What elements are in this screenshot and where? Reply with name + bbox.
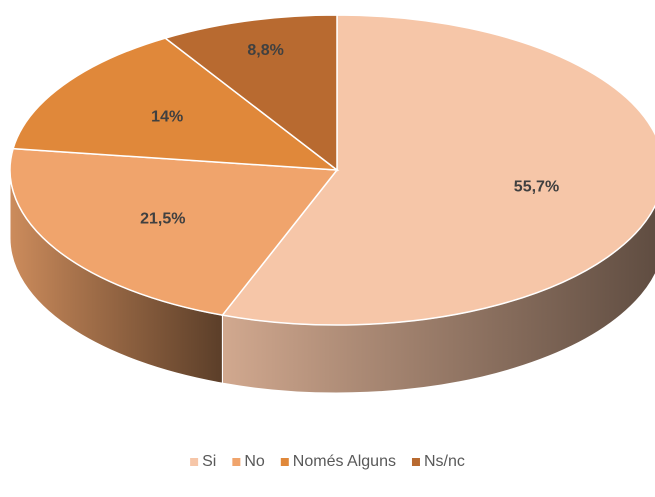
data-label: 14%: [151, 109, 183, 126]
legend-swatch: [232, 458, 241, 466]
data-label: 21,5%: [140, 210, 185, 227]
legend-label: No: [244, 453, 265, 470]
legend-label: Si: [202, 453, 216, 470]
legend-swatch: [280, 458, 289, 466]
legend-swatch: [411, 458, 420, 466]
legend-label: Només Alguns: [293, 453, 396, 470]
data-label: 55,7%: [514, 178, 559, 195]
slice: [221, 14, 655, 326]
pie-tops: [9, 14, 655, 326]
slice: [163, 14, 338, 172]
data-label: 8,8%: [247, 42, 283, 59]
legend-swatch: [190, 458, 199, 466]
slice: [12, 37, 340, 171]
data-labels: 55,7% 21,5% 14% 8,8%: [140, 42, 559, 227]
slice: [9, 147, 339, 316]
legend: Si No Només Alguns Ns/nc: [190, 453, 465, 470]
legend-label: Ns/nc: [424, 453, 465, 470]
